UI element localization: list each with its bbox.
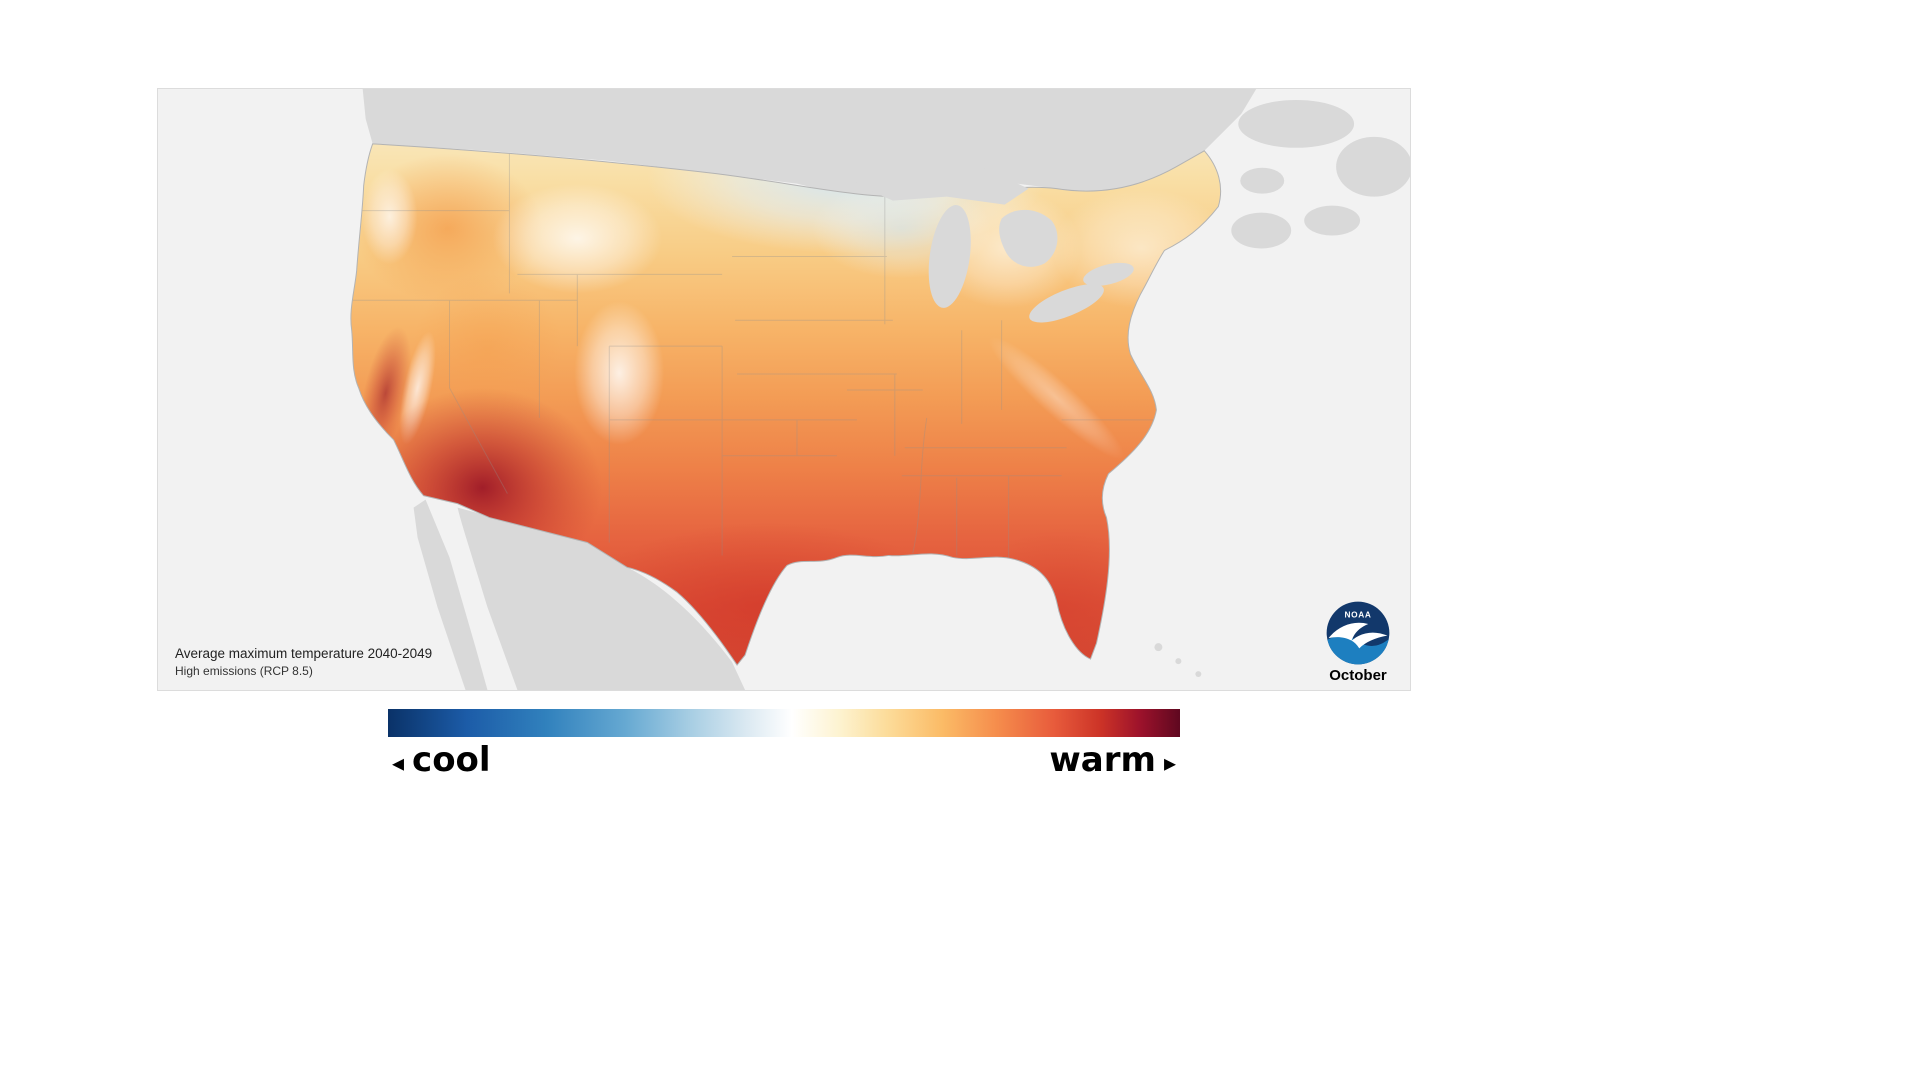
noaa-logo-text: NOAA xyxy=(1344,610,1371,620)
cool-arrow-icon: ◂ xyxy=(392,749,405,777)
map-caption: Average maximum temperature 2040-2049 Hi… xyxy=(175,645,432,679)
caribbean-islands xyxy=(1154,643,1202,678)
lake-huron xyxy=(999,209,1058,267)
noaa-logo-icon: NOAA xyxy=(1326,601,1390,665)
color-scale-bar xyxy=(388,709,1180,737)
noaa-logo-block: NOAA October xyxy=(1318,601,1398,684)
mexico-landmass xyxy=(413,499,746,690)
canada-landmass xyxy=(362,89,1410,249)
lake-superior xyxy=(854,158,1029,205)
state-borders xyxy=(351,152,1155,558)
seagull-icon xyxy=(1328,622,1369,641)
us-temperature-map xyxy=(350,89,1410,690)
lake-michigan xyxy=(928,205,971,308)
warm-label-group: warm ▸ xyxy=(1049,740,1176,780)
cool-label: cool xyxy=(412,740,491,780)
warm-label: warm xyxy=(1049,740,1156,780)
lake-erie xyxy=(1029,284,1104,323)
caption-title: Average maximum temperature 2040-2049 xyxy=(175,645,433,661)
caption-scenario: High emissions (RCP 8.5) xyxy=(175,663,313,678)
lake-ontario xyxy=(1083,262,1134,286)
month-label: October xyxy=(1329,667,1387,684)
baja-peninsula xyxy=(413,499,488,690)
warm-arrow-icon: ▸ xyxy=(1163,749,1176,777)
legend-labels: ◂ cool warm ▸ xyxy=(388,740,1180,780)
cool-label-group: ◂ cool xyxy=(392,740,491,780)
temperature-legend: ◂ cool warm ▸ xyxy=(388,709,1180,780)
map-panel: Average maximum temperature 2040-2049 Hi… xyxy=(157,88,1411,691)
great-lakes xyxy=(854,158,1134,323)
